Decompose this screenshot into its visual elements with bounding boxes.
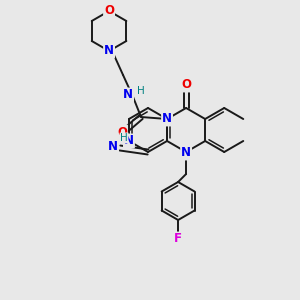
Text: H: H — [120, 133, 128, 143]
Text: N: N — [181, 146, 191, 160]
Text: O: O — [117, 125, 127, 139]
Text: O: O — [104, 4, 114, 17]
Text: N: N — [124, 134, 134, 148]
Text: N: N — [162, 112, 172, 125]
Text: H: H — [137, 86, 145, 96]
Text: F: F — [174, 232, 182, 245]
Text: N: N — [104, 44, 114, 58]
Text: O: O — [181, 79, 191, 92]
Text: N: N — [123, 88, 133, 101]
Text: N: N — [108, 140, 118, 154]
